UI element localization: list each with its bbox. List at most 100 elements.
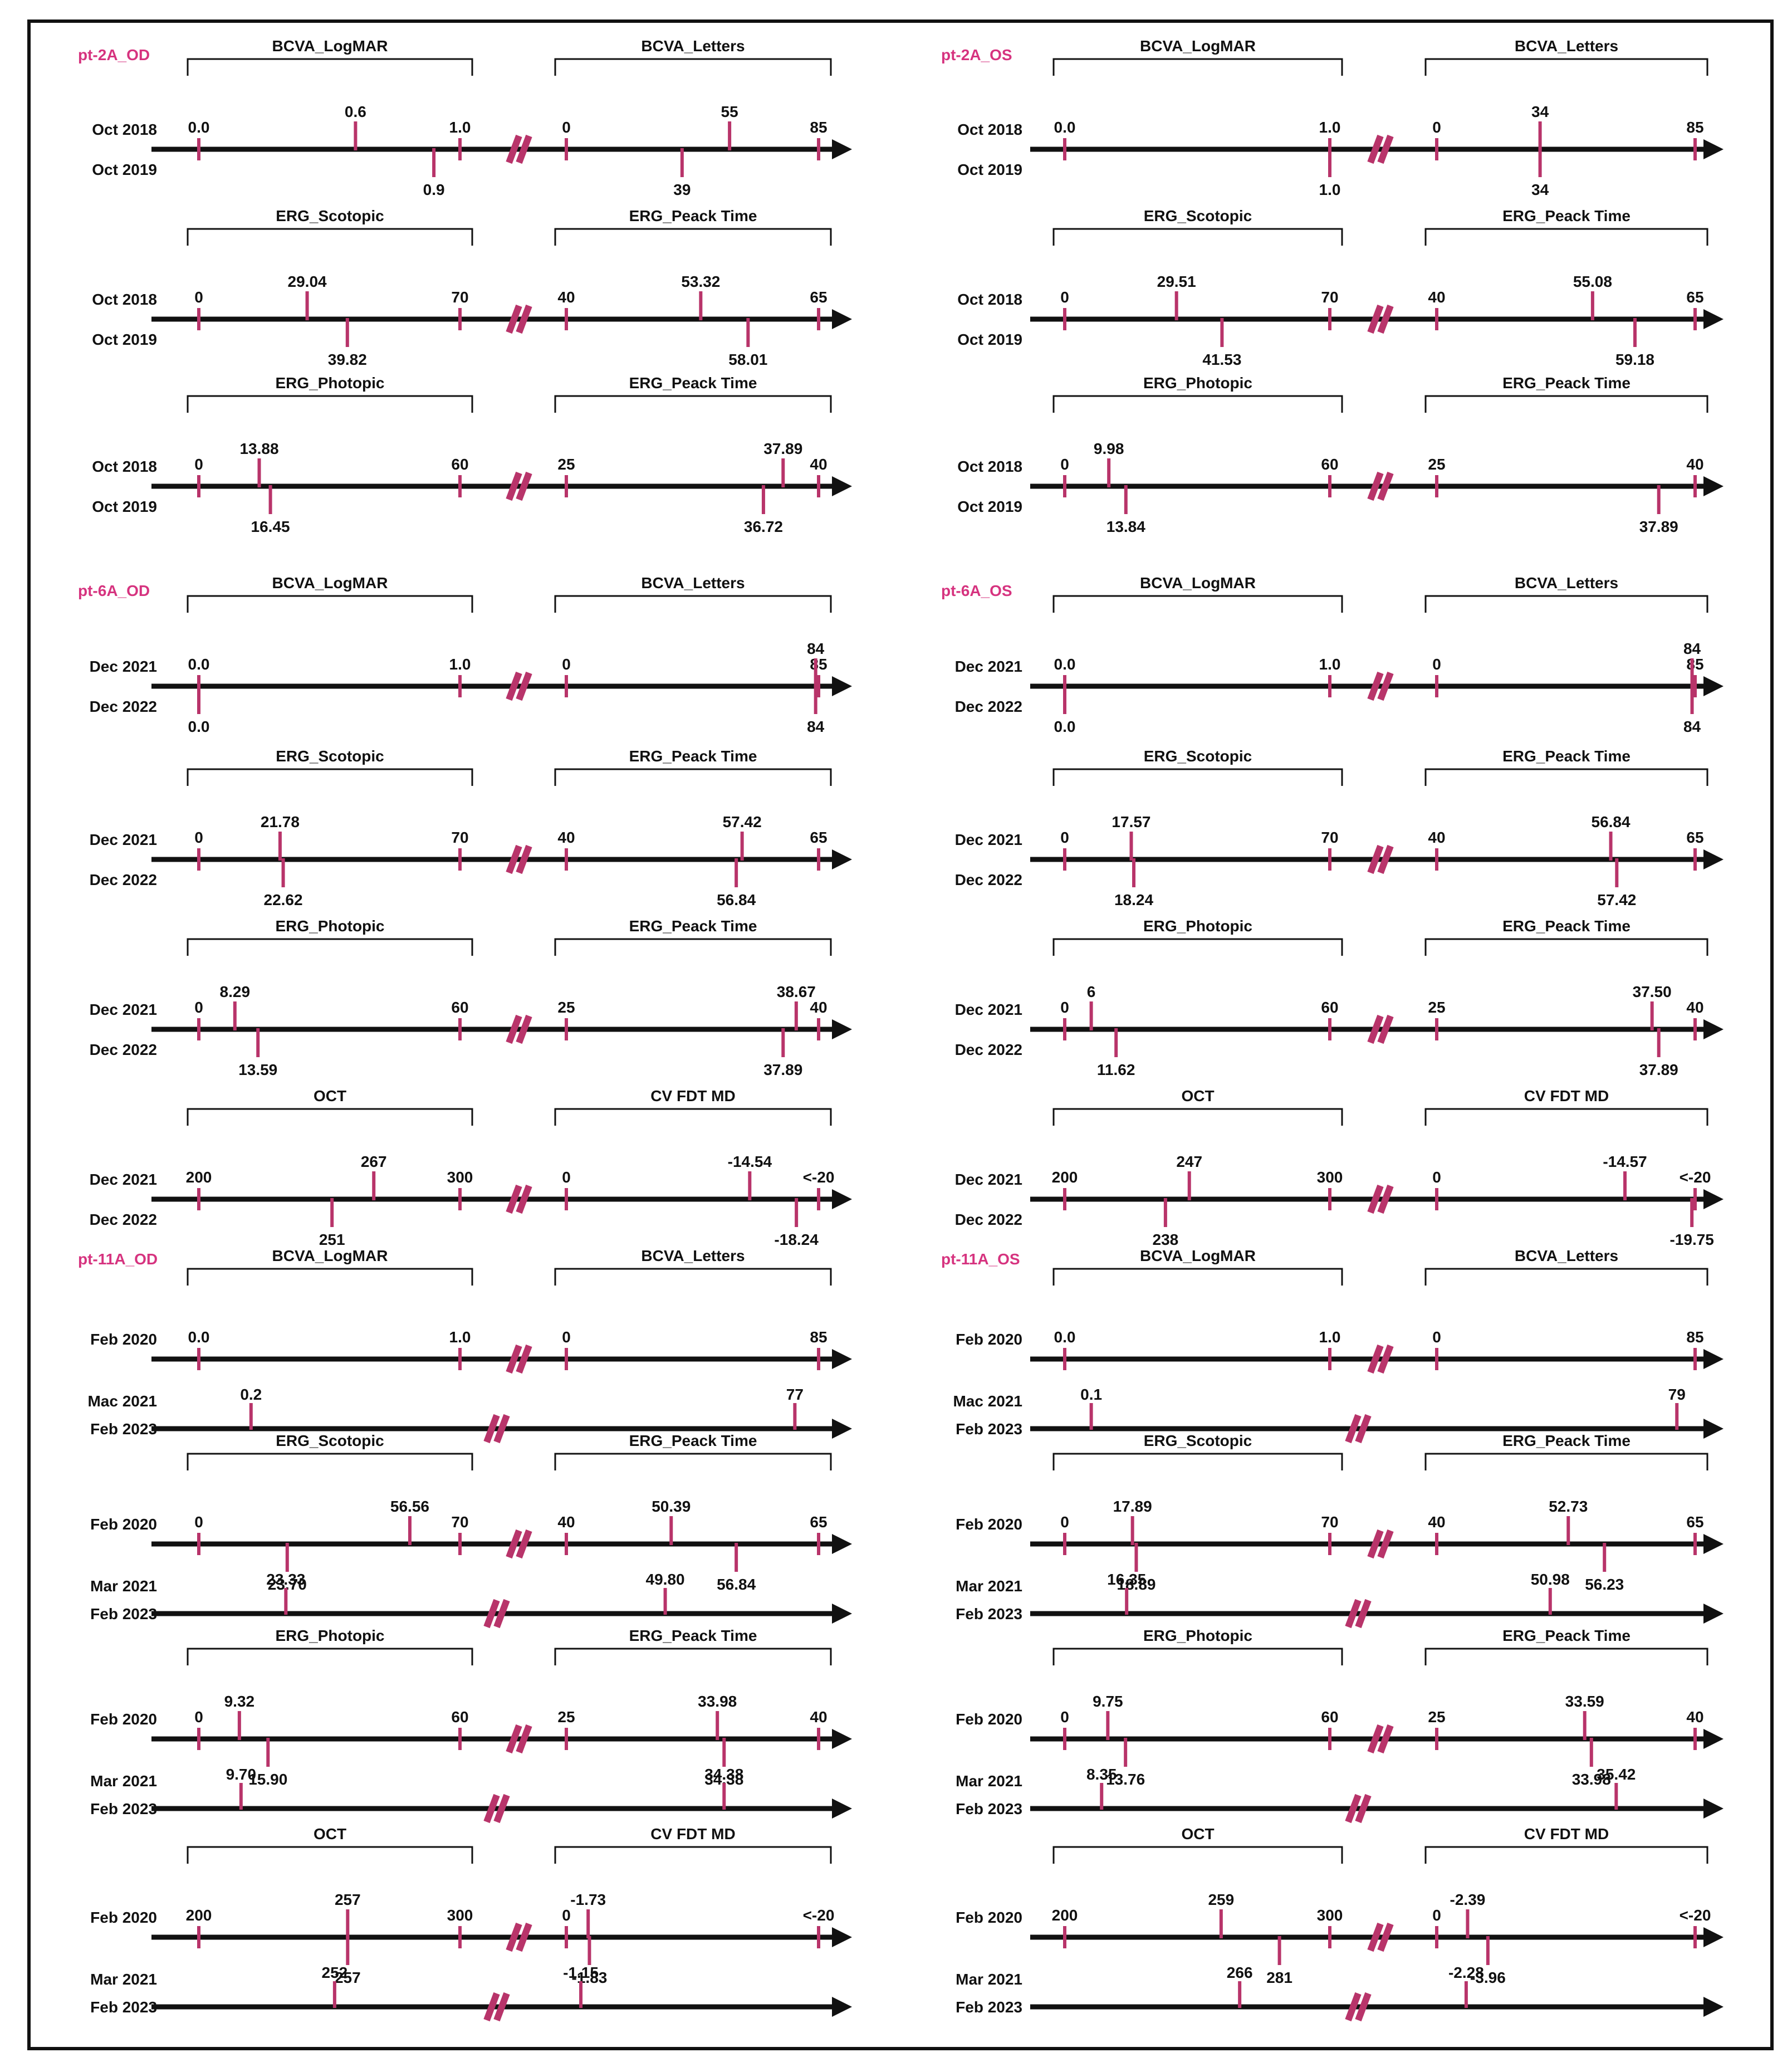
pt-11a-od-panel-3-right-label-min: 0 — [562, 1907, 571, 1924]
pt-2a-od-panel-2-left-label-max: 60 — [451, 456, 468, 473]
pt-11a-od-panel-1-right-third-value: 49.80 — [646, 1571, 685, 1588]
pt-11a-od-panel-3-left-last-value: 257 — [335, 1969, 361, 1986]
pt-11a-os-panel-0-date-third: Feb 2023 — [956, 1420, 1022, 1438]
pt-11a-od-panel-0-date-top: Feb 2020 — [90, 1331, 157, 1348]
pt-11a-od-panel-3-right-last-value: -1.83 — [572, 1969, 608, 1986]
pt-11a-os-panel-1-date-third: Feb 2023 — [956, 1605, 1022, 1623]
pt-11a-os-panel-3-date-top: Feb 2020 — [956, 1909, 1022, 1926]
pt-2a-od-panel-1-date-top: Oct 2018 — [92, 291, 157, 308]
pt-11a-os-panel-2-right-label-max: 40 — [1686, 1708, 1703, 1726]
pt-11a-os-panel-3-axis2-arrow — [1703, 1997, 1724, 2017]
pt-6a-od-panel-1-break-b — [516, 844, 532, 874]
pt-6a-os-panel-2-break-b — [1377, 1014, 1394, 1044]
pt-11a-os-panel-3-date-mid: Mar 2021 — [956, 1971, 1022, 1988]
pt-2a-os-panel-1-date-bottom: Oct 2019 — [957, 331, 1022, 348]
pt-2a-od-panel-2-date-top: Oct 2018 — [92, 458, 157, 475]
pt-2a-od-panel-1-right-first-value: 53.32 — [681, 273, 720, 290]
pt-11a-od-panel-2-left-title: ERG_Photopic — [275, 1627, 384, 1644]
pt-11a-od-panel-2-left-label-max: 60 — [451, 1708, 468, 1726]
pt-6a-od-panel-3-break-b — [516, 1184, 532, 1214]
pt-11a-od-panel-1-axis-arrow — [832, 1534, 852, 1554]
pt-2a-od-panel-2-break-b — [516, 471, 532, 501]
pt-11a-od-panel-1-date-third: Feb 2023 — [90, 1605, 157, 1623]
pt-6a-od-panel-1-right-title: ERG_Peack Time — [629, 747, 757, 765]
pt-11a-os-panel-0-date-top: Feb 2020 — [956, 1331, 1022, 1348]
pt-11a-os-panel-0-right-third-value: 79 — [1668, 1386, 1686, 1403]
pt-2a-os-panel-0-left-last-value: 1.0 — [1319, 181, 1341, 198]
pt-11a-od-panel-1-right-label-min: 40 — [557, 1513, 575, 1531]
pt-6a-od-panel-2-left-bracket — [187, 938, 473, 956]
pt-2a-od-panel-0-axis-arrow — [832, 139, 852, 159]
pt-11a-od-panel-1-date-top: Feb 2020 — [90, 1516, 157, 1533]
pt-11a-os-panel-1-left-bracket — [1052, 1453, 1343, 1470]
pt-11a-od-panel-2-right-third-value: 34.38 — [704, 1766, 743, 1783]
pt-2a-od-panel-0-break-a — [506, 134, 522, 164]
pt-11a-od-panel-1-left-third-value: 23.33 — [266, 1571, 305, 1588]
pt-11a-os-panel-3-break2-b — [1355, 1992, 1372, 2022]
pt-11a-os-panel-3-axis-arrow — [1703, 1927, 1724, 1947]
pt-2a-os-patient-label: pt-2A_OS — [941, 46, 1012, 63]
pt-11a-os-panel-3-left-last-value: 281 — [1266, 1969, 1292, 1986]
pt-6a-od-panel-2-left-first-value: 8.29 — [220, 983, 251, 1000]
pt-2a-od-panel-0-left-first-value: 0.6 — [345, 103, 366, 120]
pt-11a-od-panel-0-left-label-max: 1.0 — [449, 1328, 471, 1346]
pt-6a-os-panel-3-left-label-min: 200 — [1052, 1169, 1078, 1186]
pt-11a-os-panel-2-right-label-min: 25 — [1428, 1708, 1445, 1726]
figure-frame — [27, 19, 1774, 2050]
pt-2a-os-panel-1-left-label-max: 70 — [1321, 289, 1338, 306]
pt-6a-od-panel-3-left-bracket — [187, 1108, 473, 1126]
pt-6a-od-panel-3-left-label-min: 200 — [186, 1169, 212, 1186]
pt-11a-od-panel-1-axis2-arrow — [832, 1604, 852, 1624]
pt-11a-od-panel-3-left-first-value: 257 — [335, 1891, 361, 1908]
pt-6a-os-patient-label: pt-6A_OS — [941, 582, 1012, 599]
pt-2a-od-panel-1-right-title: ERG_Peack Time — [629, 207, 757, 224]
pt-6a-od-panel-3-right-bracket — [554, 1108, 832, 1126]
pt-6a-od-panel-2-right-label-max: 40 — [810, 999, 827, 1016]
pt-6a-od-panel-3-left-last-value: 251 — [319, 1231, 345, 1248]
pt-2a-od-patient-label: pt-2A_OD — [78, 46, 150, 63]
pt-11a-os-panel-3-left-third-value: 266 — [1227, 1964, 1253, 1981]
pt-11a-os-panel-1-break-a — [1367, 1529, 1384, 1559]
pt-2a-os-panel-0-left-bracket — [1052, 58, 1343, 76]
pt-11a-od-panel-2-right-label-min: 25 — [557, 1708, 575, 1726]
pt-2a-od-panel-2-left-first-value: 13.88 — [239, 440, 278, 457]
pt-2a-os-panel-1-right-bracket — [1424, 228, 1708, 246]
pt-11a-od-panel-3-date-mid: Mar 2021 — [90, 1971, 157, 1988]
pt-6a-os-panel-1-right-bracket — [1424, 768, 1708, 786]
pt-6a-od-panel-2-axis-arrow — [832, 1019, 852, 1039]
pt-11a-os-panel-3-date-third: Feb 2023 — [956, 1998, 1022, 2016]
pt-11a-os-panel-1-break2-a — [1345, 1599, 1362, 1629]
pt-11a-od-panel-1-right-title: ERG_Peack Time — [629, 1432, 757, 1449]
pt-11a-os-panel-2-date-top: Feb 2020 — [956, 1711, 1022, 1728]
pt-11a-os-panel-2-break-a — [1367, 1724, 1384, 1754]
pt-11a-os-panel-3-break-a — [1367, 1922, 1384, 1952]
pt-2a-od-panel-1-left-label-min: 0 — [194, 289, 203, 306]
pt-2a-od-panel-2-left-bracket — [187, 395, 473, 413]
pt-11a-os-panel-1-left-last-value: 18.89 — [1117, 1576, 1156, 1593]
pt-2a-od-panel-2-right-bracket — [554, 395, 832, 413]
pt-6a-od-panel-3-right-last-value: -18.24 — [774, 1231, 819, 1248]
pt-11a-od-panel-3-axis2-arrow — [832, 1997, 852, 2017]
pt-2a-os-panel-1-axis-arrow — [1703, 309, 1724, 329]
pt-2a-od-panel-0-left-bracket — [187, 58, 473, 76]
pt-6a-os-panel-0-right-bracket — [1424, 595, 1708, 613]
pt-11a-os-panel-2-date-mid: Mar 2021 — [956, 1772, 1022, 1790]
pt-2a-od-panel-2-date-bottom: Oct 2019 — [92, 498, 157, 515]
pt-6a-os-panel-3-break-b — [1377, 1184, 1394, 1214]
pt-11a-od-panel-2-right-first-value: 33.98 — [698, 1693, 737, 1710]
pt-11a-od-panel-1-right-label-max: 65 — [810, 1513, 827, 1531]
pt-11a-os-panel-3-left-title: OCT — [1181, 1825, 1214, 1843]
pt-11a-od-panel-0-left-bracket — [187, 1268, 473, 1286]
pt-2a-od-panel-0-left-label-min: 0.0 — [188, 119, 210, 136]
pt-11a-od-panel-0-right-bracket — [554, 1268, 832, 1286]
pt-6a-od-panel-0-date-bottom: Dec 2022 — [90, 698, 157, 715]
pt-6a-od-panel-2-right-label-min: 25 — [557, 999, 575, 1016]
pt-6a-od-panel-0-left-label-max: 1.0 — [449, 656, 471, 673]
pt-2a-os-panel-1-right-title: ERG_Peack Time — [1502, 207, 1631, 224]
pt-6a-os-panel-0-right-first-value: 84 — [1683, 640, 1701, 657]
pt-6a-od-panel-3-left-title: OCT — [314, 1087, 346, 1105]
pt-11a-os-panel-0-break-a — [1367, 1344, 1384, 1374]
pt-2a-od-panel-1-left-first-value: 29.04 — [288, 273, 327, 290]
pt-2a-os-panel-1-left-bracket — [1052, 228, 1343, 246]
